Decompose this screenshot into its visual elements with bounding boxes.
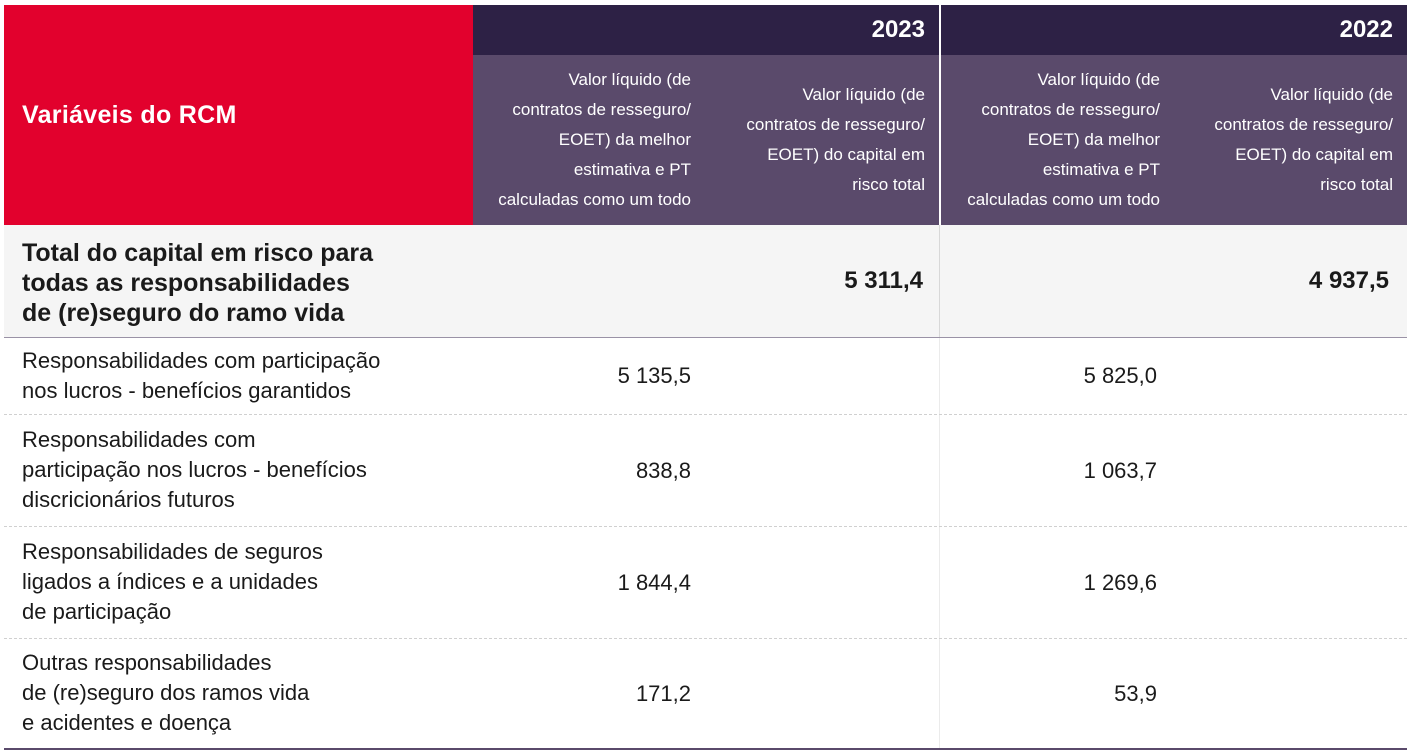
row-2023-value: 1 844,4 <box>617 569 691 595</box>
row-label: Responsabilidades com participação nos l… <box>22 348 381 403</box>
subheader-2022-best-estimate: Valor líquido (de contratos de resseguro… <box>941 55 1174 225</box>
row-2022-value: 53,9 <box>1114 680 1157 706</box>
column-divider <box>939 338 940 414</box>
table-row: Outras responsabilidades de (re)seguro d… <box>4 639 1407 750</box>
variables-header-label: Variáveis do RCM <box>22 100 237 129</box>
year-2023-label: 2023 <box>871 16 925 43</box>
column-divider <box>939 639 940 748</box>
row-label: Outras responsabilidades de (re)seguro d… <box>22 650 310 735</box>
table-header: Variáveis do RCM 2023 2022 Valor líquido… <box>4 5 1407 225</box>
subheader-label: Valor líquido (de contratos de resseguro… <box>1214 85 1393 194</box>
subheader-2023-best-estimate: Valor líquido (de contratos de resseguro… <box>473 55 705 225</box>
year-2022-label: 2022 <box>1339 16 1393 43</box>
total-row: Total do capital em risco para todas as … <box>4 225 1407 338</box>
table-row: Responsabilidades com participação nos l… <box>4 338 1407 415</box>
row-label: Responsabilidades com participação nos l… <box>22 427 367 512</box>
row-2023-value: 5 135,5 <box>617 363 691 388</box>
year-2022-header: 2022 <box>941 5 1407 55</box>
subheader-2022-capital-at-risk: Valor líquido (de contratos de resseguro… <box>1174 55 1407 225</box>
subheader-label: Valor líquido (de contratos de resseguro… <box>967 70 1160 209</box>
column-divider <box>939 415 940 526</box>
year-divider <box>939 5 941 225</box>
total-2022-value: 4 937,5 <box>1308 267 1389 294</box>
total-2023-value: 5 311,4 <box>844 267 923 294</box>
row-label: Responsabilidades de seguros ligados a í… <box>22 539 323 624</box>
row-2023-value: 838,8 <box>635 457 691 483</box>
column-divider <box>939 527 940 638</box>
total-row-label: Total do capital em risco para todas as … <box>22 239 374 327</box>
rcm-table: Variáveis do RCM 2023 2022 Valor líquido… <box>4 5 1407 750</box>
row-2022-value: 1 063,7 <box>1083 457 1157 483</box>
subheader-2023-capital-at-risk: Valor líquido (de contratos de resseguro… <box>705 55 939 225</box>
subheader-label: Valor líquido (de contratos de resseguro… <box>746 85 925 194</box>
row-2022-value: 5 825,0 <box>1083 363 1157 388</box>
column-divider <box>939 225 940 337</box>
subheader-label: Valor líquido (de contratos de resseguro… <box>498 70 691 209</box>
year-2023-header: 2023 <box>473 5 939 55</box>
table-row: Responsabilidades de seguros ligados a í… <box>4 527 1407 639</box>
variables-header-cell: Variáveis do RCM <box>4 5 473 225</box>
row-2022-value: 1 269,6 <box>1083 569 1157 595</box>
table-row: Responsabilidades com participação nos l… <box>4 415 1407 527</box>
row-2023-value: 171,2 <box>635 680 691 706</box>
